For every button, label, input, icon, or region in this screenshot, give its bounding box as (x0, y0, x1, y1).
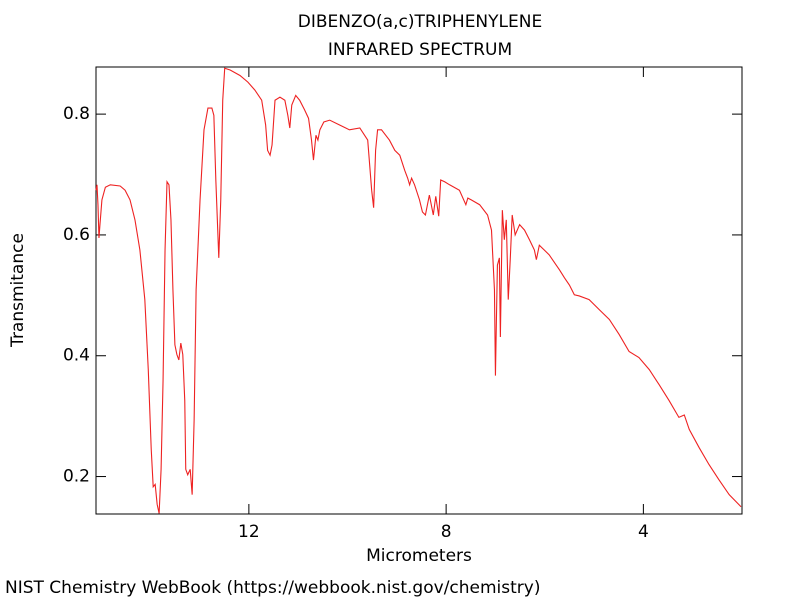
chart-title: DIBENZO(a,c)TRIPHENYLENE (298, 12, 542, 32)
y-axis-label: Transmitance (8, 233, 28, 348)
x-tick-label: 4 (638, 522, 649, 542)
y-tick-label: 0.2 (63, 467, 90, 487)
y-tick-label: 0.8 (63, 104, 90, 124)
y-tick-label: 0.6 (63, 225, 90, 245)
spectrum-line (95, 67, 742, 514)
y-tick-label: 0.4 (63, 346, 90, 366)
credit: NIST Chemistry WebBook (https://webbook.… (5, 578, 540, 598)
x-axis-label: Micrometers (366, 546, 472, 566)
x-tick-label: 8 (441, 522, 452, 542)
x-tick-label: 12 (238, 522, 260, 542)
plot-frame (95, 66, 743, 515)
chart-subtitle: INFRARED SPECTRUM (328, 40, 512, 60)
